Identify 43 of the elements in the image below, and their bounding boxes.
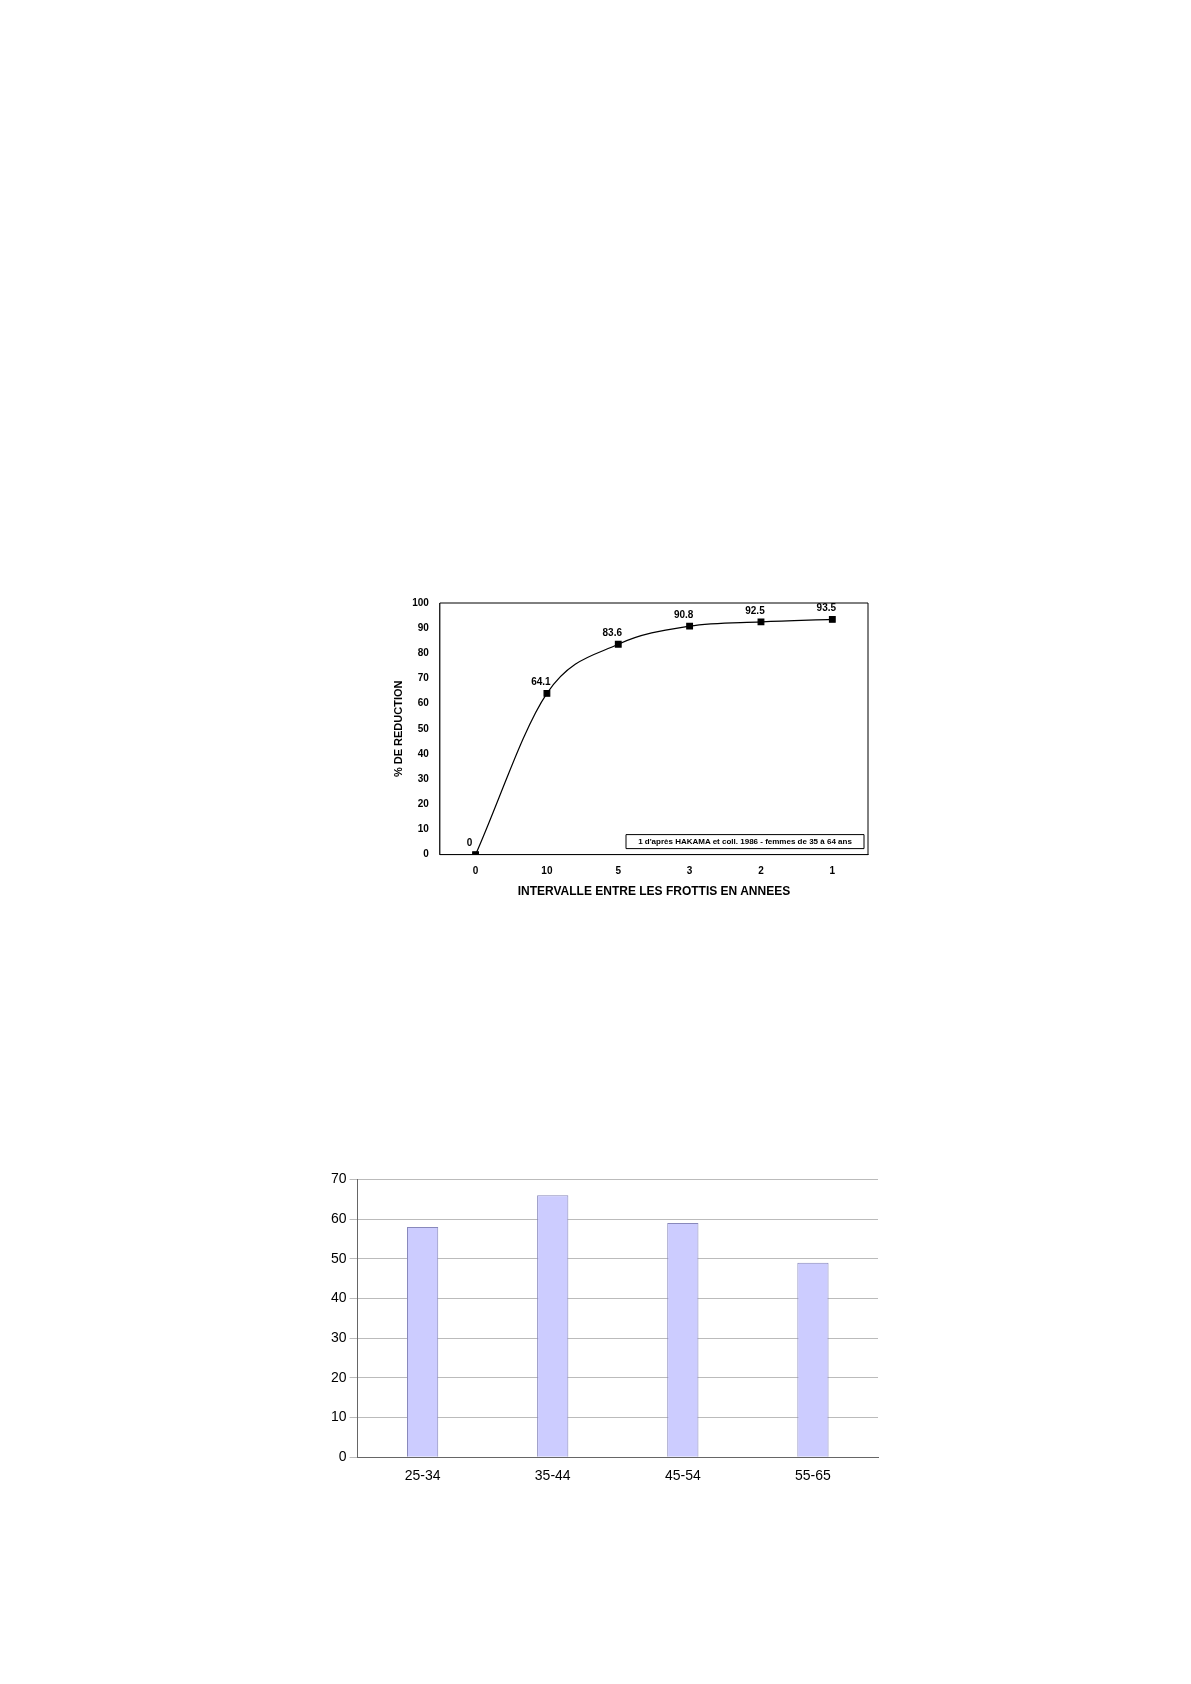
x-tick-label: 45-54 bbox=[664, 1467, 701, 1484]
y-tick-label: 60 bbox=[330, 1209, 347, 1226]
x-tick-label: 25-34 bbox=[404, 1467, 441, 1484]
point bbox=[828, 615, 836, 623]
x-tick-label: 5 bbox=[615, 865, 622, 877]
y-tick-label: 30 bbox=[417, 772, 430, 784]
x-tick-label: 0 bbox=[472, 865, 479, 877]
y-tick-label: 90 bbox=[417, 621, 430, 633]
x-tick-label: 10 bbox=[541, 865, 553, 877]
y-tick-label: 50 bbox=[417, 722, 430, 734]
y-tick-label: 70 bbox=[330, 1170, 347, 1187]
y-tick-label: 50 bbox=[330, 1249, 347, 1266]
data-label: 64.1 bbox=[531, 676, 552, 688]
data-label: 90.8 bbox=[673, 608, 694, 620]
x-axis-title: INTERVALLE ENTRE LES FROTTIS EN ANNEES bbox=[517, 884, 791, 899]
y-tick-label: 20 bbox=[330, 1368, 347, 1385]
x-tick-label: 3 bbox=[686, 865, 693, 877]
y-tick-label: 10 bbox=[417, 823, 430, 835]
y-tick-label: 40 bbox=[417, 747, 430, 759]
x-tick-label: 1 bbox=[829, 865, 836, 877]
data-label: 0 bbox=[466, 837, 473, 849]
y-tick-label: 100 bbox=[412, 596, 430, 608]
annotation: 1 d'après HAKAMA et coll. 1986 - femmes de 35 à 64 ans bbox=[638, 836, 853, 846]
point bbox=[543, 689, 551, 697]
data-label: 93.5 bbox=[816, 602, 837, 614]
y-tick-label: 60 bbox=[417, 697, 430, 709]
data-label: 83.6 bbox=[602, 627, 623, 639]
y-tick-label: 40 bbox=[330, 1289, 347, 1306]
data-label: 92.5 bbox=[745, 604, 766, 616]
point bbox=[686, 622, 694, 630]
y-tick-label: 20 bbox=[417, 798, 430, 810]
y-tick-label: 10 bbox=[330, 1408, 347, 1425]
point bbox=[614, 640, 622, 648]
y-tick-label: 70 bbox=[417, 672, 430, 684]
x-tick-label: 55-65 bbox=[795, 1467, 832, 1484]
y-tick-label: 0 bbox=[423, 848, 430, 860]
x-tick-label: 2 bbox=[758, 865, 765, 877]
y-tick-label: 80 bbox=[417, 647, 430, 659]
point bbox=[757, 618, 765, 626]
x-tick-label: 35-44 bbox=[534, 1467, 571, 1484]
y-tick-label: 0 bbox=[338, 1448, 347, 1465]
y-axis-title: % DE REDUCTION bbox=[391, 680, 404, 778]
y-tick-label: 30 bbox=[330, 1329, 347, 1345]
